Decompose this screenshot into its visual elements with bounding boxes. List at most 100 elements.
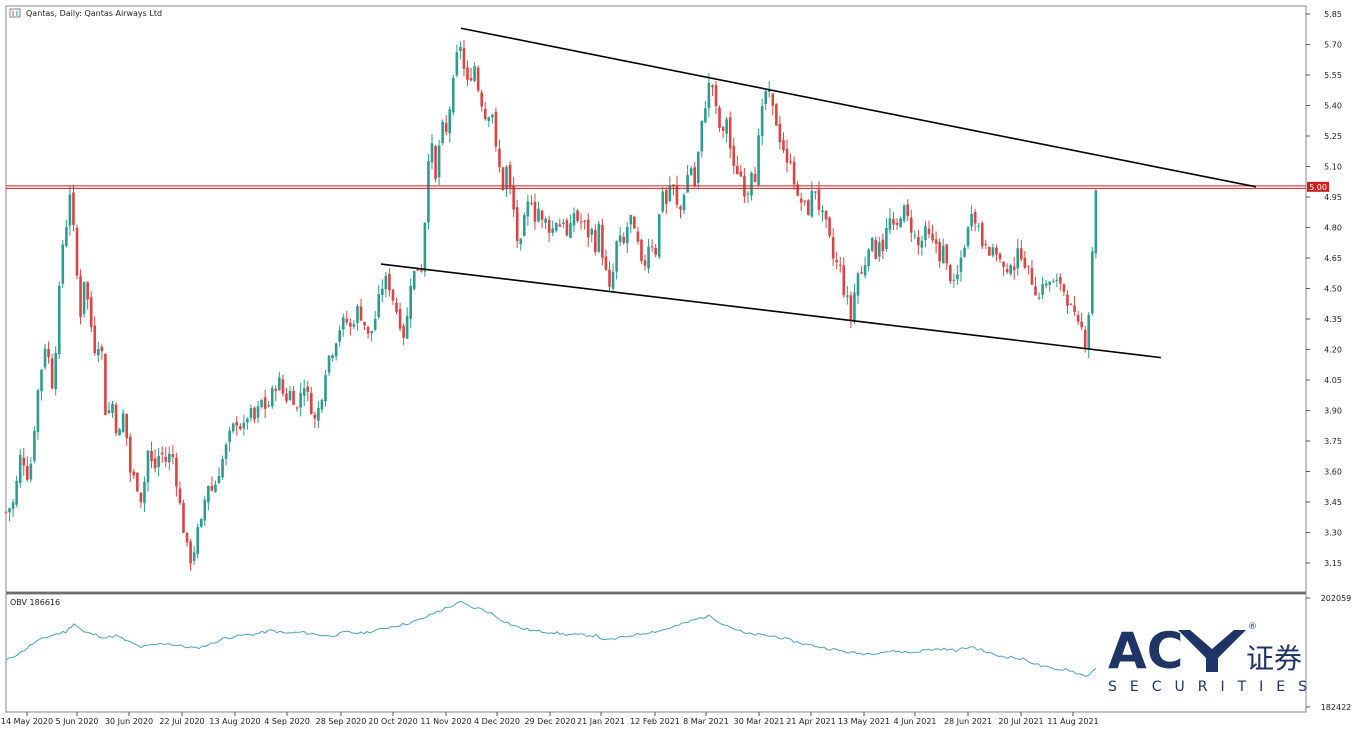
candle-down <box>980 223 984 247</box>
candle-up <box>487 117 491 121</box>
candle-up <box>196 527 199 555</box>
candle-up <box>82 281 86 315</box>
candle-down <box>150 450 153 462</box>
candle-up <box>8 508 11 513</box>
candle-down <box>100 346 104 352</box>
trendline <box>460 27 1257 188</box>
candle-up <box>760 106 764 137</box>
candle-down <box>807 200 810 215</box>
candle-up <box>1048 281 1051 285</box>
price-tick-label: 5.55 <box>1324 71 1342 80</box>
price-level-label: 5.00 <box>1309 183 1327 192</box>
logo-registered: ® <box>1248 622 1257 632</box>
candle-up <box>750 173 753 196</box>
time-tick-label: 30 Mar 2021 <box>734 717 785 726</box>
candle-down <box>515 207 519 241</box>
candle-up <box>43 348 47 368</box>
candle-down <box>388 273 391 291</box>
candle-down <box>949 264 952 282</box>
candle-up <box>572 213 576 226</box>
acy-securities-logo: AC ® 证券 SECURITIES <box>1108 622 1307 695</box>
candle-up <box>746 193 750 195</box>
candle-up <box>757 135 760 185</box>
price-tick-label: 4.35 <box>1324 315 1342 324</box>
candle-down <box>483 108 487 119</box>
candle-down <box>736 165 739 175</box>
candle-down <box>1066 294 1069 306</box>
time-tick-label: 13 Aug 2020 <box>209 717 260 726</box>
candle-up <box>157 455 160 468</box>
candle-down <box>679 206 682 210</box>
candle-up <box>1041 284 1044 295</box>
candle-down <box>849 295 853 320</box>
candles <box>4 39 1098 571</box>
candle-down <box>739 171 743 177</box>
candle-up <box>423 222 427 272</box>
candle-up <box>863 265 867 276</box>
candle-down <box>1020 248 1023 260</box>
candle-up <box>427 161 430 223</box>
candle-down <box>828 217 831 236</box>
candle-up <box>1094 190 1098 254</box>
candle-down <box>594 230 597 253</box>
time-tick-label: 8 Mar 2021 <box>683 717 729 726</box>
candle-up <box>11 502 15 509</box>
candle-up <box>246 418 249 423</box>
candle-down <box>842 265 846 295</box>
time-axis: 14 May 2020 5 Jun 2020 30 Jun 2020 22 Jul 2… <box>1 712 1099 726</box>
candle-down <box>547 219 551 233</box>
candle-down <box>530 203 533 205</box>
candle-down <box>984 243 988 245</box>
candle-up <box>473 66 476 81</box>
candle-down <box>718 107 721 128</box>
candle-up <box>952 279 956 281</box>
candle-down <box>732 146 736 167</box>
candle-down <box>93 325 97 353</box>
price-tick-label: 5.70 <box>1324 41 1342 50</box>
candle-up <box>338 330 341 342</box>
candle-up <box>324 375 327 402</box>
candle-down <box>643 260 647 266</box>
candle-up <box>437 145 441 178</box>
candle-up <box>611 271 615 289</box>
candle-up <box>920 240 924 248</box>
candle-up <box>966 227 970 246</box>
logo-letters: AC <box>1108 622 1183 680</box>
candle-down <box>501 167 505 190</box>
candle-down <box>1005 269 1009 273</box>
candle-down <box>444 123 448 132</box>
time-tick-label: 20 Oct 2020 <box>368 717 417 726</box>
candle-down <box>771 93 775 106</box>
candle-down <box>310 393 313 414</box>
candle-down <box>995 247 998 255</box>
candle-up <box>18 454 22 483</box>
candle-up <box>853 292 856 322</box>
candle-down <box>604 256 608 270</box>
candle-down <box>178 488 182 504</box>
candle-up <box>441 121 444 144</box>
candle-up <box>207 486 210 503</box>
candle-down <box>1023 257 1027 268</box>
candle-down <box>164 456 168 462</box>
candle-down <box>817 189 821 210</box>
window-icon <box>9 8 21 18</box>
candle-up <box>682 195 686 211</box>
candle-down <box>892 219 895 225</box>
candle-down <box>498 148 501 168</box>
candle-up <box>192 552 196 561</box>
candle-down <box>565 220 569 236</box>
obv-line <box>5 600 1097 678</box>
time-tick-label: 4 Jun 2021 <box>893 717 936 726</box>
candle-up <box>657 214 661 257</box>
candle-down <box>185 532 189 543</box>
candle-down <box>835 260 838 263</box>
candle-down <box>79 276 82 317</box>
candle-down <box>785 148 789 163</box>
candle-down <box>1012 266 1016 270</box>
candle-up <box>146 450 150 483</box>
candle-up <box>689 168 693 175</box>
candle-up <box>569 223 572 238</box>
candle-down <box>721 127 725 131</box>
candle-down <box>434 146 437 179</box>
candle-up <box>334 343 338 357</box>
